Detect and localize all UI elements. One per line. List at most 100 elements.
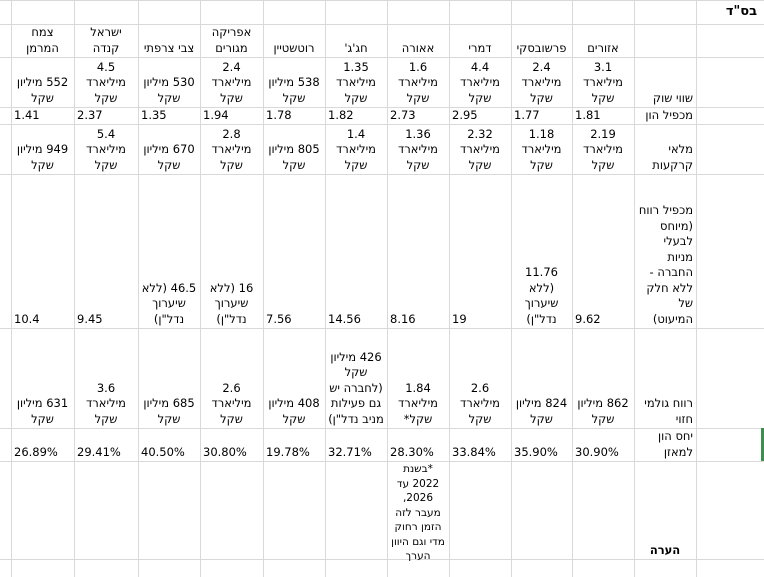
table-cell[interactable]: 26.89% [14, 444, 58, 459]
table-cell[interactable]: 2.37 [77, 107, 103, 122]
table-cell[interactable]: 1.6 מיליארד שקל [398, 59, 438, 105]
column-header[interactable]: אפריקה מגורים [211, 25, 252, 55]
grid-line [0, 174, 764, 175]
table-cell[interactable]: 14.56 [328, 311, 361, 326]
row-label[interactable]: הערה [649, 542, 681, 557]
table-cell[interactable]: 3.1 מיליארד שקל [583, 59, 623, 105]
grid-line [0, 57, 764, 58]
table-cell[interactable]: 4.5 מיליארד שקל [86, 59, 126, 105]
grid-line [0, 0, 764, 1]
table-cell[interactable]: 2.8 מיליארד שקל [211, 126, 252, 172]
grid-line [138, 0, 139, 577]
row-label[interactable]: יחס הון למאזן [658, 429, 693, 459]
column-header[interactable]: ישראל קנדה [90, 25, 122, 55]
table-cell[interactable]: 16 (ללא שיערוך נדל"ן) [209, 280, 254, 326]
grid-line [325, 0, 326, 577]
column-header[interactable]: פרשובסקי [516, 40, 567, 55]
table-cell[interactable]: 631 מיליון שקל [16, 396, 69, 426]
table-cell[interactable]: 40.50% [141, 444, 185, 459]
column-header[interactable]: צמח המרמן [26, 25, 59, 55]
table-cell[interactable]: 1.78 [266, 107, 292, 122]
row-label[interactable]: מלאי קרקעות [652, 142, 693, 172]
table-cell[interactable]: 2.19 מיליארד שקל [583, 126, 623, 172]
grid-line [387, 0, 388, 577]
table-cell[interactable]: 11.76 (ללא שיערוך נדל"ן) [524, 265, 559, 326]
grid-line [511, 0, 512, 577]
table-cell[interactable]: 4.4 מיליארד שקל [460, 59, 500, 105]
table-cell[interactable]: 1.35 מיליארד שקל [336, 59, 376, 105]
column-header[interactable]: אאורה [401, 40, 435, 55]
table-cell[interactable]: 2.73 [390, 107, 416, 122]
table-cell[interactable]: 9.62 [575, 311, 601, 326]
table-cell[interactable]: 30.80% [203, 444, 247, 459]
row-label[interactable]: מכפיל רווח (מיוחס לבעלי מניות החברה - לל… [638, 203, 693, 326]
table-cell[interactable]: 685 מיליון שקל [143, 396, 195, 426]
table-cell[interactable]: 19 [452, 311, 467, 326]
table-cell[interactable]: 538 מיליון שקל [268, 75, 320, 105]
table-cell[interactable]: 7.56 [266, 311, 292, 326]
table-cell[interactable]: 1.84 מיליארד שקל* [398, 380, 438, 426]
grid-line [696, 0, 697, 577]
table-cell[interactable]: 530 מיליון שקל [143, 75, 195, 105]
table-cell[interactable]: 1.82 [328, 107, 354, 122]
table-cell[interactable]: 35.90% [514, 444, 558, 459]
table-cell[interactable]: 2.4 מיליארד שקל [521, 59, 562, 105]
table-cell[interactable]: 28.30% [390, 444, 434, 459]
table-cell[interactable]: 5.4 מיליארד שקל [86, 126, 126, 172]
table-cell[interactable]: 862 מיליון שקל [577, 396, 629, 426]
grid-line [74, 0, 75, 577]
table-cell[interactable]: 19.78% [266, 444, 310, 459]
table-cell[interactable]: 1.36 מיליארד שקל [398, 126, 438, 172]
sheet-title[interactable]: בס"ד [725, 4, 757, 19]
note-cell[interactable]: *בשנת 2022 עד 2026, מעבר לזה הזמן רחוק מ… [391, 463, 445, 562]
table-cell[interactable]: 3.6 מיליארד שקל [86, 380, 126, 426]
table-cell[interactable]: 2.95 [452, 107, 478, 122]
column-header[interactable]: רוטשטיין [273, 40, 315, 55]
grid-line [449, 0, 450, 577]
row-label[interactable]: שווי שוק [652, 90, 693, 105]
column-header[interactable]: חג'ג' [344, 40, 368, 55]
table-cell[interactable]: 2.4 מיליארד שקל [211, 59, 252, 105]
table-cell[interactable]: 1.18 מיליארד שקל [521, 126, 562, 172]
table-cell[interactable]: 949 מיליון שקל [16, 142, 69, 172]
column-header[interactable]: צבי צרפתי [143, 40, 195, 55]
grid-line [0, 124, 764, 125]
table-cell[interactable]: 29.41% [77, 444, 121, 459]
table-cell[interactable]: 10.4 [14, 311, 40, 326]
table-cell[interactable]: 1.77 [514, 107, 540, 122]
table-cell[interactable]: 1.35 [141, 107, 167, 122]
table-cell[interactable]: 1.4 מיליארד שקל [336, 126, 376, 172]
grid-line [0, 461, 764, 462]
row-label[interactable]: רווח גולמי חזוי [644, 396, 693, 426]
table-cell[interactable]: 1.41 [14, 107, 40, 122]
table-cell[interactable]: 408 מיליון שקל [268, 396, 320, 426]
table-cell[interactable]: 552 מיליון שקל [16, 75, 69, 105]
table-cell[interactable]: 1.81 [575, 107, 601, 122]
grid-line [0, 328, 764, 329]
table-cell[interactable]: 32.71% [328, 444, 372, 459]
table-cell[interactable]: 30.90% [575, 444, 619, 459]
table-cell[interactable]: 46.5 (ללא שיערוך נדל"ן) [141, 280, 197, 326]
grid-line [11, 0, 12, 577]
table-cell[interactable]: 9.45 [77, 311, 103, 326]
table-cell[interactable]: 1.94 [203, 107, 229, 122]
grid-line [0, 428, 764, 429]
grid-line [263, 0, 264, 577]
table-cell[interactable]: 805 מיליון שקל [268, 142, 320, 172]
table-cell[interactable]: 2.32 מיליארד שקל [460, 126, 500, 172]
table-cell[interactable]: 8.16 [390, 311, 416, 326]
table-cell[interactable]: 33.84% [452, 444, 496, 459]
table-cell[interactable]: 2.6 מיליארד שקל [460, 380, 500, 426]
table-cell[interactable]: 824 מיליון שקל [515, 396, 568, 426]
grid-line [634, 0, 635, 577]
grid-line [200, 0, 201, 577]
selection-edge [761, 428, 764, 461]
table-cell[interactable]: 670 מיליון שקל [143, 142, 195, 172]
table-cell[interactable]: 426 מיליון שקל (לחברה יש גם פעילות מניב … [328, 349, 384, 426]
grid-line [0, 107, 764, 108]
column-header[interactable]: אזורים [587, 40, 619, 55]
column-header[interactable]: דמרי [468, 40, 492, 55]
row-label[interactable]: מכפיל הון [645, 107, 693, 122]
table-cell[interactable]: 2.6 מיליארד שקל [211, 380, 252, 426]
